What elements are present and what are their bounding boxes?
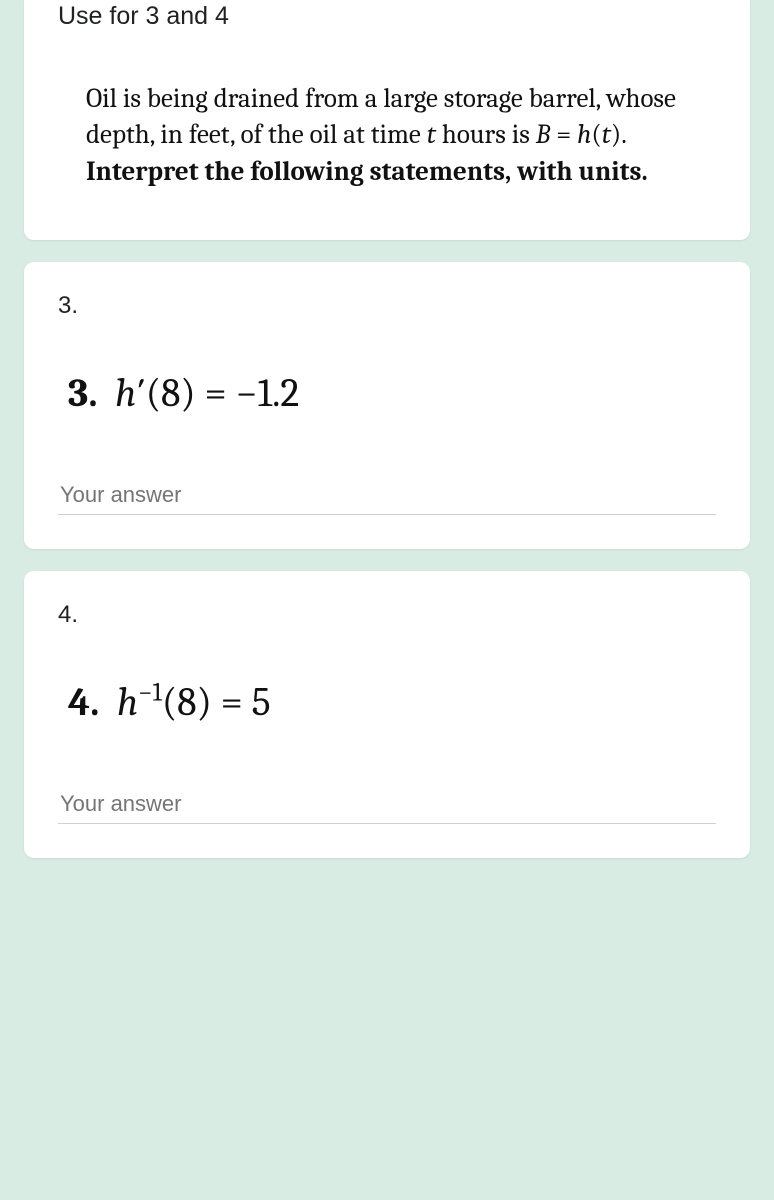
question-3-answer-input[interactable] [58,476,716,515]
q3-eq-h: h [115,370,136,416]
question-3-number: 3. [58,292,716,320]
q3-eq-lead: 3. [68,370,98,416]
q4-eq-sup: −1 [138,678,162,708]
passage-var-h: h [577,119,591,150]
passage-instruction: Interpret the following statements, with… [86,156,648,187]
q4-eq-h: h [117,679,138,725]
question-4-card: 4. 4. h−1(8) = 5 [24,571,750,858]
passage: Oil is being drained from a large storag… [58,61,716,190]
intro-card: Use for 3 and 4 Oil is being drained fro… [24,0,750,240]
passage-var-t: t [427,119,436,150]
passage-paren-close: ). [611,119,626,150]
question-4-answer-input[interactable] [58,785,716,824]
question-3-card: 3. 3. h′(8) = −1.2 [24,262,750,549]
question-4-equation: 4. h−1(8) = 5 [58,679,716,725]
passage-var-B: B [536,119,550,150]
q4-eq-lead: 4. [68,679,99,725]
passage-paren-open: ( [591,119,601,150]
passage-text-2: hours is [436,119,536,150]
section-title: Use for 3 and 4 [58,0,716,61]
q3-eq-arg: (8) = −1.2 [146,370,299,416]
q4-eq-arg: (8) = 5 [162,679,271,725]
passage-var-t2: t [602,119,611,150]
question-3-equation: 3. h′(8) = −1.2 [58,370,716,416]
q3-eq-prime: ′ [136,370,145,416]
question-4-number: 4. [58,601,716,629]
passage-eq-sign: = [550,119,577,150]
